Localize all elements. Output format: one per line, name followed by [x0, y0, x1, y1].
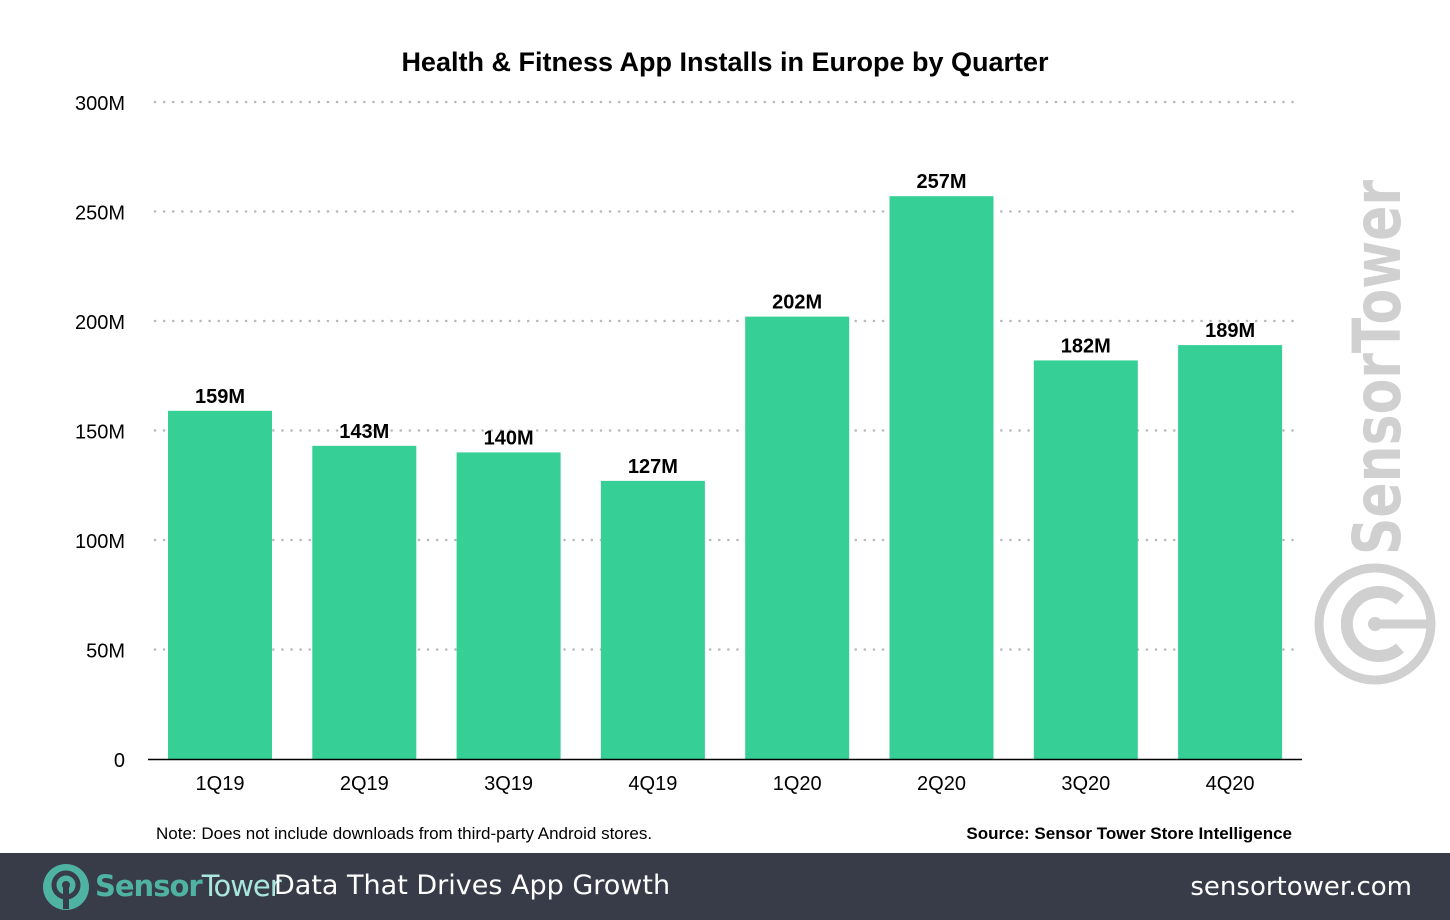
data-label: 159M	[195, 386, 245, 408]
data-label: 143M	[339, 421, 389, 443]
chart-title: Health & Fitness App Installs in Europe …	[401, 47, 1049, 77]
y-tick-label: 200M	[75, 312, 125, 334]
chart-note: Note: Does not include downloads from th…	[156, 824, 652, 843]
x-tick-label: 3Q19	[484, 773, 533, 795]
data-label: 182M	[1061, 335, 1111, 357]
sensortower-watermark: SensorTower	[1314, 180, 1436, 685]
x-tick-label: 4Q20	[1206, 773, 1255, 795]
x-tick-label: 2Q20	[917, 773, 966, 795]
watermark-text: SensorTower	[1339, 180, 1416, 555]
bar-2Q20	[889, 196, 994, 760]
y-tick-label: 250M	[75, 203, 125, 225]
data-label: 189M	[1205, 320, 1255, 342]
y-tick-label: 0	[114, 750, 125, 772]
bar-3Q20	[1033, 360, 1138, 759]
footer-logo-text: SensorTower	[95, 869, 282, 903]
data-label: 127M	[628, 456, 678, 478]
y-tick-label: 150M	[75, 422, 125, 444]
bar-4Q20	[1178, 345, 1283, 759]
y-tick-label: 300M	[75, 93, 125, 115]
bar-1Q20	[745, 316, 850, 759]
bar-2Q19	[312, 445, 417, 759]
watermark-logo-inner-icon	[1340, 586, 1404, 662]
footer-tagline: Data That Drives App Growth	[274, 870, 671, 901]
x-tick-label: 4Q19	[628, 773, 677, 795]
data-label: 140M	[484, 427, 534, 449]
footer-bar: SensorTower Data That Drives App Growth …	[0, 853, 1450, 920]
y-tick-label: 100M	[75, 531, 125, 553]
bar-4Q19	[600, 480, 705, 759]
chart-source: Source: Sensor Tower Store Intelligence	[966, 824, 1292, 843]
bar-3Q19	[456, 452, 561, 759]
footer-website-link[interactable]: sensortower.com	[1190, 872, 1412, 902]
x-tick-label: 1Q20	[773, 773, 822, 795]
x-tick-label: 2Q19	[340, 773, 389, 795]
bar-1Q19	[168, 410, 272, 759]
watermark-logo-icon	[1314, 563, 1436, 685]
x-tick-label: 1Q19	[196, 773, 245, 795]
y-tick-label: 50M	[86, 641, 125, 663]
x-tick-label: 3Q20	[1061, 773, 1110, 795]
data-label: 202M	[772, 292, 822, 314]
data-label: 257M	[916, 171, 966, 193]
sensortower-logo-icon	[43, 864, 89, 910]
bar-chart: Health & Fitness App Installs in Europe …	[75, 47, 1436, 843]
